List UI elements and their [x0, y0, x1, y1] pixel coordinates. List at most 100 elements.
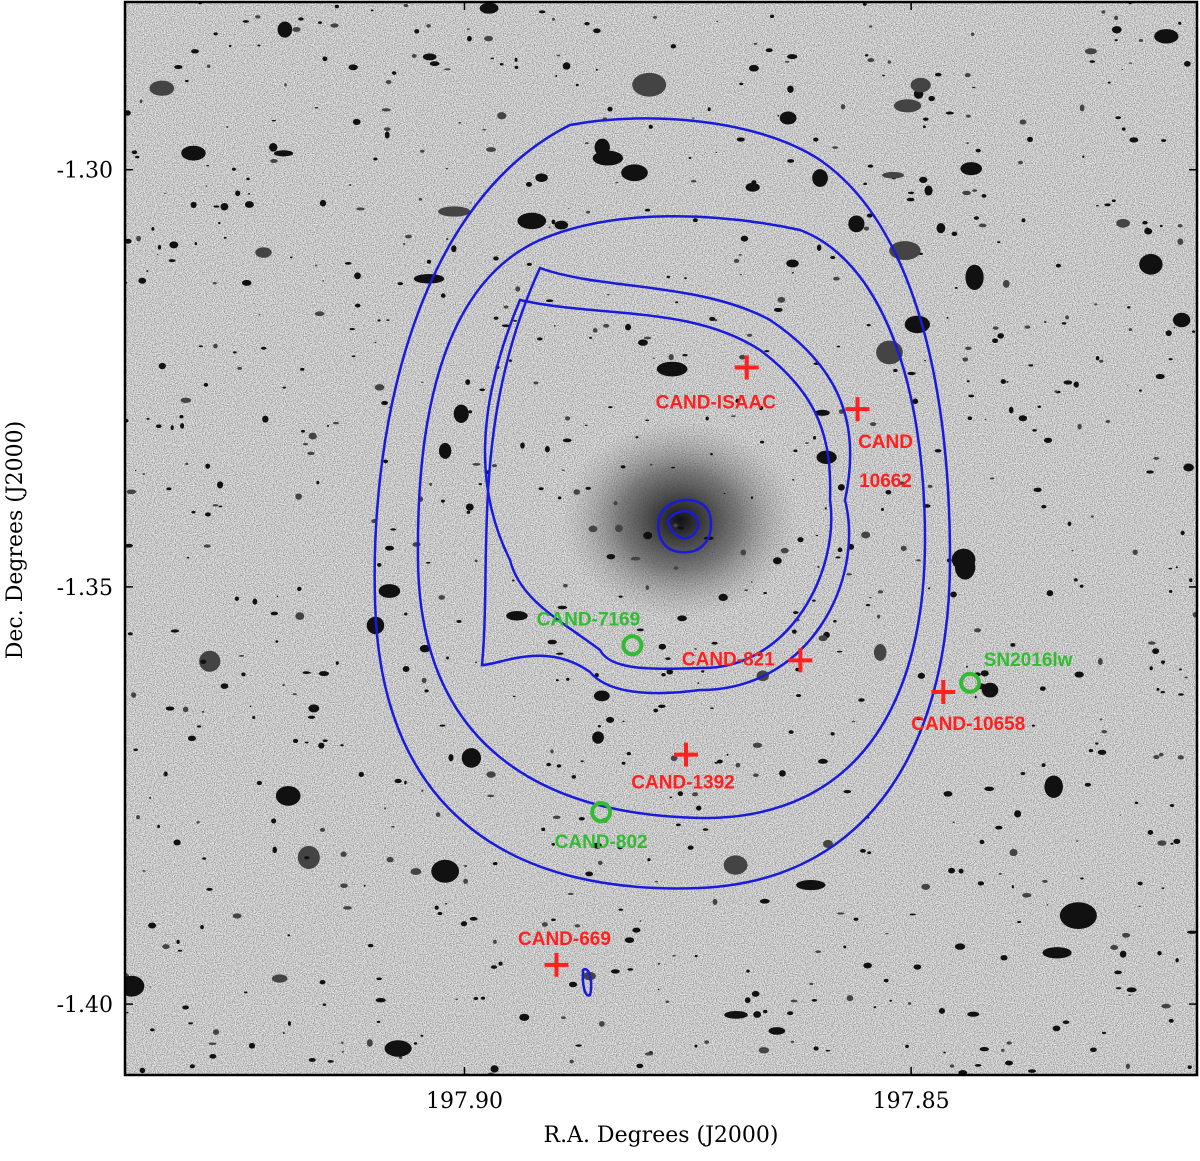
- galaxy: [714, 761, 718, 764]
- galaxy: [541, 827, 546, 832]
- galaxy: [314, 107, 319, 109]
- galaxy: [610, 969, 620, 974]
- galaxy: [1119, 950, 1127, 958]
- galaxy: [614, 524, 623, 533]
- galaxy: [867, 851, 872, 855]
- galaxy: [620, 465, 626, 469]
- galaxy: [404, 780, 407, 785]
- galaxy: [1177, 224, 1183, 228]
- galaxy: [670, 755, 678, 762]
- galaxy: [670, 44, 677, 49]
- galaxy: [870, 422, 877, 427]
- galaxy: [340, 883, 348, 889]
- galaxy: [403, 242, 406, 246]
- point-label: CAND-10658: [911, 714, 1025, 735]
- galaxy: [907, 371, 916, 376]
- galaxy: [946, 316, 949, 319]
- galaxy: [739, 354, 746, 360]
- galaxy: [1114, 970, 1122, 975]
- galaxy: [125, 975, 145, 997]
- galaxy: [491, 464, 498, 468]
- galaxy: [597, 725, 602, 728]
- galaxy: [1127, 306, 1131, 309]
- galaxy: [176, 939, 180, 945]
- galaxy: [927, 484, 933, 488]
- galaxy: [635, 436, 639, 439]
- galaxy: [584, 424, 588, 426]
- y-tick-label: -1.35: [57, 576, 113, 601]
- galaxy: [479, 2, 499, 14]
- galaxy: [469, 916, 478, 921]
- galaxy: [232, 351, 237, 354]
- galaxy: [473, 996, 479, 1000]
- galaxy: [319, 980, 326, 985]
- galaxy: [739, 82, 744, 86]
- galaxy: [247, 193, 251, 195]
- galaxy: [148, 922, 157, 929]
- galaxy: [218, 221, 221, 225]
- galaxy: [271, 818, 277, 824]
- galaxy: [980, 670, 989, 677]
- galaxy: [438, 595, 445, 600]
- galaxy: [588, 337, 593, 339]
- galaxy: [514, 65, 519, 70]
- galaxy: [464, 864, 468, 868]
- y-axis-label: Dec. Degrees (J2000): [3, 421, 28, 660]
- galaxy: [750, 496, 754, 499]
- galaxy: [643, 531, 653, 540]
- galaxy: [740, 235, 749, 242]
- galaxy: [912, 398, 919, 405]
- galaxy: [1034, 487, 1042, 493]
- galaxy: [554, 220, 569, 230]
- galaxy: [1088, 920, 1094, 924]
- galaxy: [354, 272, 361, 280]
- galaxy: [595, 68, 598, 71]
- galaxy: [157, 824, 160, 829]
- galaxy: [467, 35, 472, 42]
- galaxy: [1122, 932, 1131, 938]
- galaxy: [1157, 840, 1167, 846]
- galaxy: [561, 469, 565, 471]
- galaxy: [645, 585, 650, 591]
- galaxy: [1000, 379, 1006, 384]
- galaxy: [633, 176, 639, 179]
- galaxy: [763, 592, 768, 595]
- galaxy: [270, 159, 278, 164]
- galaxy: [205, 463, 211, 469]
- galaxy: [169, 241, 179, 249]
- galaxy: [787, 54, 798, 60]
- galaxy: [677, 615, 687, 622]
- galaxy: [718, 593, 728, 602]
- galaxy: [180, 397, 192, 403]
- galaxy: [501, 324, 511, 328]
- galaxy: [174, 65, 183, 70]
- galaxy: [189, 1064, 195, 1069]
- contour: [483, 298, 833, 671]
- circle-marker: [959, 671, 982, 694]
- galaxy: [232, 913, 242, 919]
- galaxy: [199, 650, 221, 672]
- galaxy: [1082, 155, 1085, 158]
- galaxy: [786, 259, 799, 268]
- galaxy: [465, 379, 471, 385]
- galaxy: [295, 612, 305, 620]
- galaxy: [162, 944, 170, 950]
- galaxy: [276, 595, 279, 598]
- galaxy: [517, 212, 547, 230]
- galaxy: [1156, 687, 1160, 691]
- galaxy: [736, 137, 745, 142]
- galaxy: [1139, 253, 1163, 275]
- galaxy: [536, 337, 543, 341]
- galaxy: [1073, 383, 1076, 386]
- galaxy: [439, 724, 446, 727]
- galaxy: [893, 99, 922, 113]
- galaxy: [330, 23, 339, 28]
- contour: [581, 967, 593, 997]
- galaxy: [551, 219, 556, 225]
- galaxy: [1161, 887, 1165, 889]
- galaxy: [724, 1011, 748, 1019]
- point-label: CAND-7169: [537, 609, 640, 630]
- galaxy: [463, 878, 468, 884]
- galaxy: [1115, 987, 1122, 990]
- galaxy: [1004, 1060, 1013, 1066]
